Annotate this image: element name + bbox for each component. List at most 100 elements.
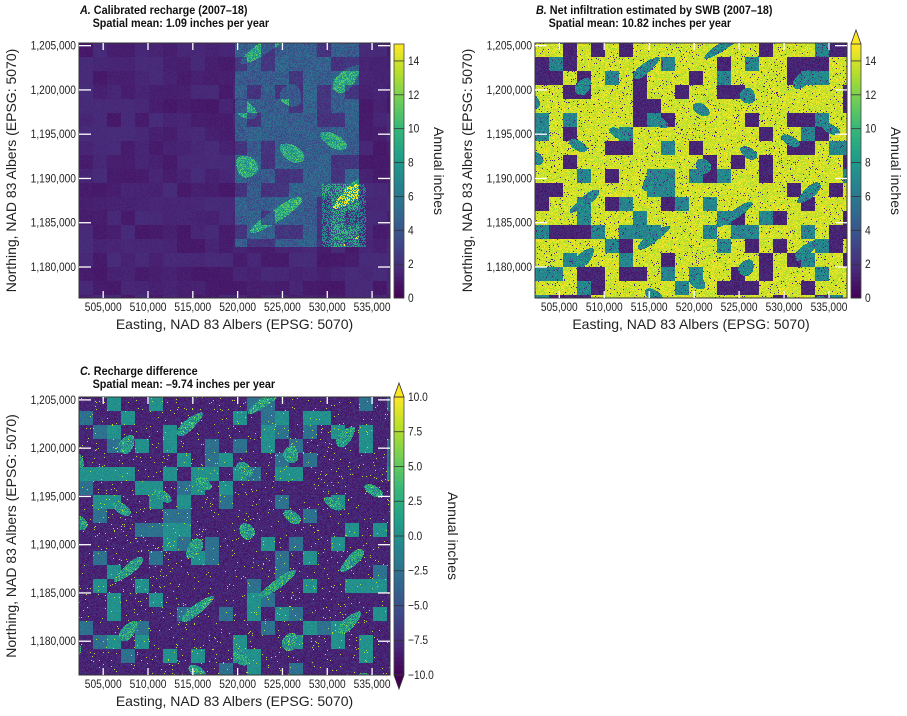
panel-b-colorbar-tick-label: 2 (865, 258, 871, 271)
panel-a-colorbar-segment (394, 94, 404, 100)
panel-b-colorbar-segment (851, 175, 861, 180)
panel-b-raster (535, 43, 847, 298)
panel-c-xtick-label: 535,000 (354, 678, 391, 691)
panel-b-colorbar-segment (851, 166, 861, 172)
panel-c-colorbar-tick-label: −7.5 (408, 635, 428, 648)
panel-a-ytick-label: 1,180,000 (31, 261, 76, 274)
panel-a-colorbar-segment (394, 285, 404, 291)
panel-c-colorbar-segment (394, 410, 404, 417)
panel-a-colorbar-tick-label: 6 (408, 191, 414, 204)
panel-c-colorbar-segment (394, 434, 404, 440)
panel-b-colorbar-segment (851, 137, 861, 142)
panel-a-colorbar-segment (394, 247, 404, 252)
panel-b-colorbar-segment (851, 213, 861, 219)
panel-c-colorbar-segment (394, 415, 404, 421)
panel-b-colorbar-segment (851, 268, 861, 274)
panel-c-colorbar-segment (394, 475, 404, 481)
panel-a-colorbar-segment (394, 149, 404, 155)
panel-b-colorbar-segment (851, 128, 861, 134)
panel-b-colorbar-tick-label: 4 (865, 225, 871, 238)
panel-a-colorbar-segment (394, 73, 404, 79)
panel-b-colorbar-segment (851, 115, 861, 121)
panel-c-colorbar-segment (394, 503, 404, 509)
panel-c-colorbar-segment (394, 624, 404, 630)
panel-b-colorbar-segment (851, 149, 861, 155)
panel-a-colorbar-segment (394, 99, 404, 104)
panel-b-colorbar-segment (851, 103, 861, 108)
panel-c-colorbar-segment (394, 600, 404, 606)
panel-c-colorbar-segment (394, 614, 404, 620)
panel-a-colorbar-segment (394, 65, 404, 70)
panel-b-colorbar-segment (851, 111, 861, 117)
panel-a-xtick-label: 520,000 (219, 301, 256, 314)
panel-b-colorbar-segment (851, 73, 861, 79)
panel-a-ylabel: Northing, NAD 83 Albers (EPSG: 5070) (3, 49, 19, 293)
panel-c-colorbar-tick-label: 10.0 (408, 391, 428, 404)
panel-c-colorbar-segment (394, 508, 404, 514)
panel-c-colorbar-tick-label: 7.5 (408, 426, 422, 439)
panel-b-colorbar-segment (851, 204, 861, 210)
panel-c-colorbar-segment (394, 485, 404, 491)
panel-a-colorbar-tick-label: 0 (408, 292, 414, 305)
panel-c-colorbar-segment (394, 494, 404, 500)
panel-a-xtick-label: 535,000 (354, 301, 391, 314)
panel-c-colorbar-segment (394, 665, 404, 671)
panel-a-colorbar-segment (394, 226, 404, 231)
panel-a-colorbar-segment (394, 128, 404, 134)
panel-c-subtitle: Spatial mean: –9.74 inches per year (92, 377, 276, 391)
panel-b-xlabel: Easting, NAD 83 Albers (EPSG: 5070) (572, 316, 809, 332)
panel-a-colorbar-segment (394, 69, 404, 75)
panel-a-colorbar-segment (394, 213, 404, 219)
panel-a-colorbar-segment (394, 145, 404, 151)
panel-b-colorbar-segment (851, 187, 861, 193)
panel-b-colorbar-tick-label: 6 (865, 191, 871, 204)
panel-b-subtitle: Spatial mean: 10.82 inches per year (548, 16, 732, 30)
panel-c-xtick-label: 505,000 (85, 678, 122, 691)
panel-a-xtick-label: 505,000 (85, 301, 122, 314)
panel-c-letter: C. (80, 364, 91, 378)
panel-a-colorbar-segment (394, 192, 404, 197)
panel-c-colorbar-tick-label: −2.5 (408, 565, 428, 578)
panel-b-colorbar-segment (851, 60, 861, 66)
panel-b-colorbar-segment (851, 158, 861, 164)
panel-a-colorbar-segment (394, 120, 404, 125)
panel-c-colorbar-segment (394, 401, 404, 407)
panel-c-colorbar-segment (394, 670, 404, 676)
panel-c-colorbar-segment (394, 559, 404, 565)
panel-b-colorbar-segment (851, 293, 861, 299)
panel-b-colorbar-segment (851, 48, 861, 53)
panel-c-ytick-label: 1,185,000 (31, 587, 76, 600)
panel-a-colorbar-segment (394, 48, 404, 53)
panel-a-colorbar-segment (394, 60, 404, 66)
panel-b-colorbar-segment (851, 255, 861, 261)
panel-c-colorbar-segment (394, 577, 404, 583)
panel-a-colorbar-segment (394, 251, 404, 257)
panel-a-colorbar-segment (394, 132, 404, 138)
panel-b-colorbar-segment (851, 179, 861, 185)
panel-a-colorbar-segment (394, 115, 404, 121)
panel-b-ylabel: Northing, NAD 83 Albers (EPSG: 5070) (459, 49, 475, 293)
panel-a-colorbar-segment (394, 264, 404, 269)
panel-b-colorbar-segment (851, 69, 861, 75)
panel-b-xtick-label: 510,000 (586, 301, 623, 314)
panel-b-ytick-label: 1,180,000 (487, 261, 532, 274)
panel-c-xtick-label: 515,000 (174, 678, 211, 691)
panel-a-subtitle: Spatial mean: 1.09 inches per year (92, 16, 270, 30)
panel-a-colorbar-segment (394, 44, 404, 49)
panel-b-colorbar-segment (851, 192, 861, 197)
panel-a-ytick-label: 1,200,000 (31, 84, 76, 97)
panel-a-colorbar-segment (394, 158, 404, 164)
panel-a-colorbar-segment (394, 137, 404, 142)
panel-a-title: A. Calibrated recharge (2007–18) Spatial… (80, 4, 269, 30)
panel-b-colorbar-segment (851, 281, 861, 286)
panel-c-xtick-label: 530,000 (309, 678, 346, 691)
panel-a-xlabel: Easting, NAD 83 Albers (EPSG: 5070) (116, 316, 353, 332)
panel-b-colorbar-segment (851, 132, 861, 138)
panel-b-colorbar-segment (851, 285, 861, 291)
panel-b-colorbar-segment (851, 94, 861, 100)
panel-a-colorbar-segment (394, 230, 404, 235)
panel-b-colorbar-segment (851, 90, 861, 96)
panel-a-colorbar-segment (394, 171, 404, 176)
panel-b-colorbar-segment (851, 276, 861, 282)
